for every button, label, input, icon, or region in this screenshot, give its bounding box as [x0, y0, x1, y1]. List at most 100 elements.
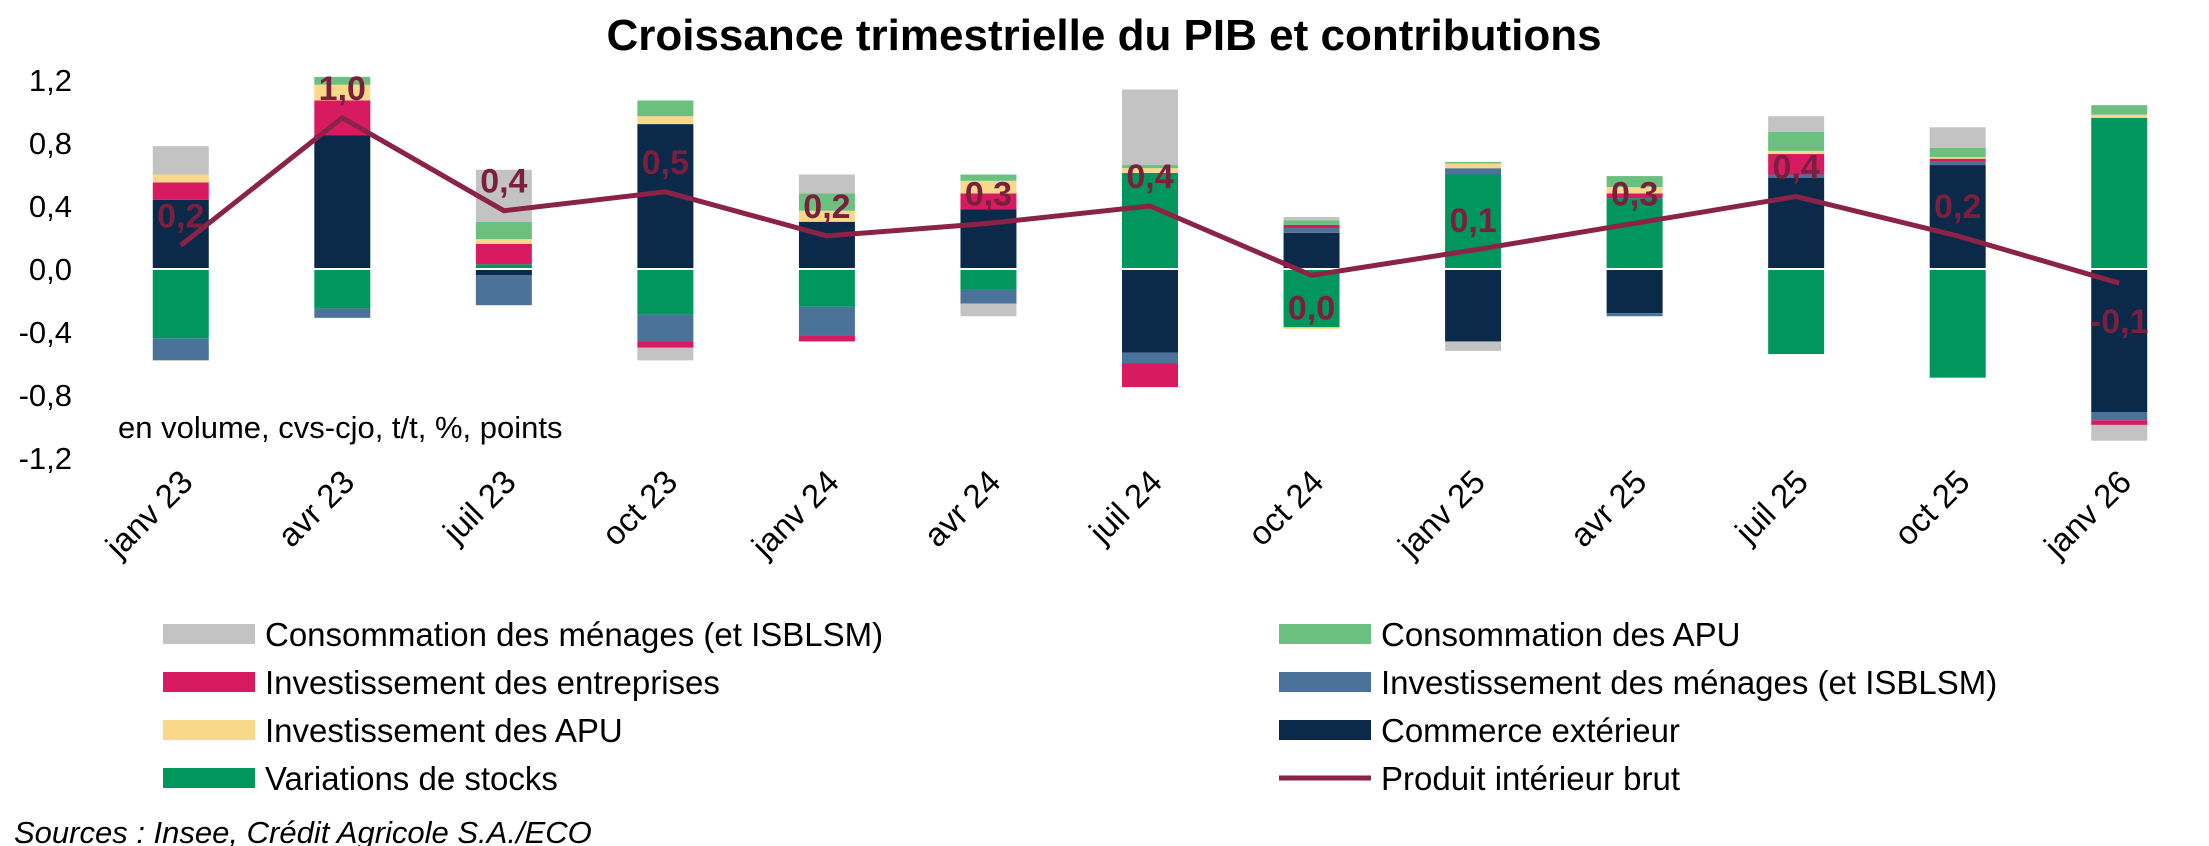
bar-segment [2091, 412, 2148, 421]
bar-segment [1445, 168, 1502, 175]
y-tick-label: 1,2 [29, 63, 72, 98]
bar-segment [2091, 420, 2148, 425]
legend: Consommation des ménages (et ISBLSM) Cons… [163, 616, 1997, 797]
bar-segment [1283, 224, 1340, 229]
data-label: 0,2 [157, 197, 204, 235]
bar-segment [960, 303, 1017, 317]
bar-segment [152, 174, 209, 183]
legend-swatch [163, 672, 255, 692]
bar-segment [798, 193, 855, 211]
x-tick-label: janv 23 [98, 463, 200, 565]
legend-label: Investissement des ménages (et ISBLSM) [1381, 664, 1997, 701]
x-tick-label: oct 24 [1241, 463, 1331, 553]
data-label: 0,1 [1449, 202, 1496, 240]
bar-segment [1929, 158, 1986, 162]
bar-segment [1929, 165, 1986, 269]
y-tick-label: 0,8 [29, 126, 72, 161]
data-label: 0,5 [642, 144, 689, 182]
bar-segment [314, 308, 371, 318]
bar-segment [1929, 269, 1986, 378]
legend-swatch [163, 624, 255, 644]
y-tick-label: -0,4 [19, 315, 72, 350]
bar-segment [2091, 117, 2148, 269]
chart-title: Croissance trimestrielle du PIB et contr… [606, 11, 1601, 60]
bar-segment [1445, 341, 1502, 351]
bar-segment [960, 174, 1017, 181]
data-label: 0,4 [480, 163, 527, 201]
bar-segment [1445, 269, 1502, 342]
bar-segment [960, 269, 1017, 290]
legend-swatch [163, 768, 255, 788]
y-tick-label: -1,2 [19, 441, 72, 476]
bar-segment [314, 84, 371, 101]
bar-segment [1122, 165, 1178, 169]
bar-segment [1445, 163, 1502, 169]
x-tick-label: janv 25 [1390, 463, 1492, 565]
x-tick-label: oct 23 [595, 463, 685, 553]
y-tick-label: -0,8 [19, 378, 72, 413]
bar-segment [152, 199, 209, 269]
bar-segment [1606, 187, 1663, 194]
legend-swatch [1279, 720, 1371, 740]
bar-segment [475, 239, 532, 244]
y-tick-label: 0,4 [29, 189, 72, 224]
bar-segment [475, 269, 532, 276]
legend-swatch [163, 720, 255, 740]
bar-segment [475, 264, 532, 269]
x-tick-label: janv 26 [2036, 463, 2138, 565]
bar-segment [475, 243, 532, 265]
bar-segment [1768, 116, 1825, 132]
bar-segment [637, 116, 694, 125]
bar-segment [1122, 269, 1178, 353]
bar-segment [1122, 352, 1178, 364]
legend-label: Investissement des APU [265, 712, 623, 749]
chart-source: Sources : Insee, Crédit Agricole S.A./EC… [14, 815, 592, 846]
bar-segment [2091, 114, 2148, 118]
bar-segment [798, 335, 855, 342]
bar-segment [475, 275, 532, 306]
bar-segment [2091, 424, 2148, 441]
data-label: -0,1 [2090, 303, 2149, 341]
bar-segment [798, 306, 855, 336]
bar-segment [1122, 168, 1178, 173]
x-tick-label: avr 25 [1563, 463, 1654, 554]
x-tick-label: avr 24 [916, 463, 1007, 554]
legend-label: Investissement des entreprises [265, 664, 720, 701]
data-label: 0,4 [1773, 149, 1820, 187]
bar-segment [1929, 157, 1986, 159]
data-label: 0,4 [1126, 158, 1173, 196]
bar-segment [1768, 154, 1825, 175]
bar-segment [1606, 193, 1663, 199]
bar-segment [1283, 232, 1340, 269]
bar-segment [637, 100, 694, 117]
bar-segment [1283, 269, 1340, 328]
legend-label: Produit intérieur brut [1381, 760, 1680, 797]
bar-segment [1768, 150, 1825, 155]
bar-segment [1122, 172, 1178, 269]
bar-segment [960, 289, 1017, 304]
bar-segment [2091, 105, 2148, 115]
data-label: 0,2 [803, 188, 850, 226]
x-tick-label: janv 24 [744, 463, 846, 565]
legend-label: Consommation des ménages (et ISBLSM) [265, 616, 883, 653]
bar-segment [798, 174, 855, 194]
data-label: 1,0 [319, 70, 366, 108]
x-tick-label: juil 24 [1081, 463, 1169, 551]
data-label: 0,3 [965, 175, 1012, 213]
bar-segment [960, 209, 1017, 269]
legend-swatch [1279, 624, 1371, 644]
bar-segment [2091, 269, 2148, 413]
bar-segment [1606, 269, 1663, 314]
bar-segment [475, 221, 532, 240]
bar-segment [1445, 161, 1502, 164]
bar-segment [1283, 228, 1340, 233]
bar-segment [314, 269, 371, 309]
bar-segment [152, 338, 209, 361]
bar-segment [798, 210, 855, 222]
bar-segment [1929, 127, 1986, 148]
bar-segment [1122, 89, 1178, 166]
bar-segment [314, 76, 371, 85]
chart-note: en volume, cvs-cjo, t/t, %, points [118, 410, 563, 445]
data-label: 0,3 [1611, 175, 1658, 213]
bar-segment [637, 269, 694, 315]
